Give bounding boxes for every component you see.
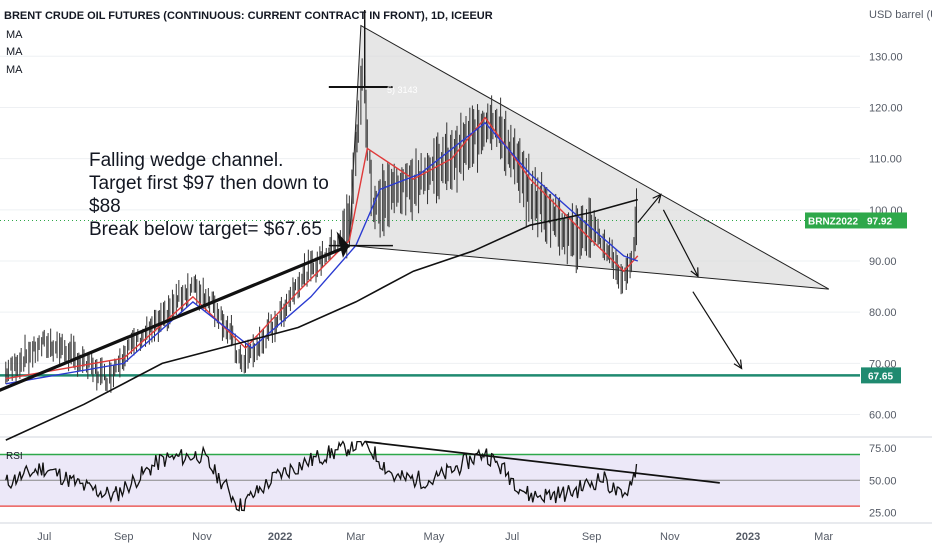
indicator-ma-2[interactable]: MA [6, 46, 23, 58]
target-tag: 67.65 [861, 367, 901, 384]
time-axis: Jul Sep Nov 2022 Mar May Jul Sep Nov 2023 Mar [37, 531, 833, 543]
y-tick-label: 60.00 [869, 410, 897, 422]
rsi-panel: 25.00 50.00 75.00 [0, 440, 897, 520]
falling-wedge-channel [348, 24, 830, 290]
y-tick-label: 120.00 [869, 102, 903, 114]
x-tick-label: Mar [346, 531, 365, 543]
price-tag-value: 97.92 [867, 216, 892, 227]
note-line-3: $88 [89, 196, 121, 217]
x-tick-label: Jul [37, 531, 51, 543]
projection-arrow-up [637, 194, 662, 223]
rsi-tick-label: 50.00 [869, 475, 897, 487]
peak-label: 5) 3143 [387, 85, 418, 95]
note-line-1: Falling wedge channel. [89, 150, 283, 171]
x-tick-label: Mar [814, 531, 833, 543]
rsi-trendline [364, 440, 720, 484]
price-axis: 60.0070.0080.0090.00100.00110.00120.0013… [869, 51, 903, 421]
trend-arrow-line [0, 244, 350, 392]
note-line-4: Break below target= $67.65 [89, 219, 322, 240]
y-tick-label: 110.00 [869, 154, 902, 166]
trend-arrow-head [336, 231, 350, 258]
x-tick-label: Sep [582, 531, 602, 543]
price-tag: BRNZ2022 97.92 [805, 212, 907, 229]
projection-arrow-down-2-head [733, 359, 743, 370]
projection-arrow-up-head [652, 193, 662, 204]
y-tick-label: 90.00 [869, 256, 897, 268]
x-tick-label: 2023 [736, 531, 760, 543]
projection-arrow-down-2 [692, 291, 743, 369]
ma-line [5, 198, 639, 441]
x-tick-label: 2022 [268, 531, 292, 543]
rsi-tick-label: 75.00 [869, 443, 897, 455]
rsi-tick-label: 25.00 [869, 508, 897, 520]
x-tick-label: May [424, 531, 445, 543]
projection-arrow-down-1-head [690, 267, 699, 278]
rsi-line [5, 440, 638, 512]
y-tick-label: 130.00 [869, 51, 903, 63]
drawings [0, 10, 743, 392]
price-tag-symbol: BRNZ2022 [808, 216, 858, 227]
chart-title: BRENT CRUDE OIL FUTURES (CONTINUOUS: CUR… [4, 10, 493, 22]
x-tick-label: Nov [660, 531, 680, 543]
indicator-ma-3[interactable]: MA [6, 64, 23, 76]
y-tick-label: 70.00 [869, 358, 897, 370]
unit-label-line-1: USD barrel (US) [869, 9, 932, 21]
x-tick-label: Sep [114, 531, 134, 543]
indicator-ma-1[interactable]: MA [6, 29, 23, 41]
note-line-2: Target first $97 then down to [89, 173, 329, 194]
x-tick-label: Nov [192, 531, 212, 543]
target-tag-value: 67.65 [868, 371, 893, 382]
projection-arrow-down-1 [662, 209, 699, 277]
x-tick-label: Jul [505, 531, 519, 543]
y-tick-label: 80.00 [869, 307, 897, 319]
rsi-label: RSI [6, 451, 23, 462]
